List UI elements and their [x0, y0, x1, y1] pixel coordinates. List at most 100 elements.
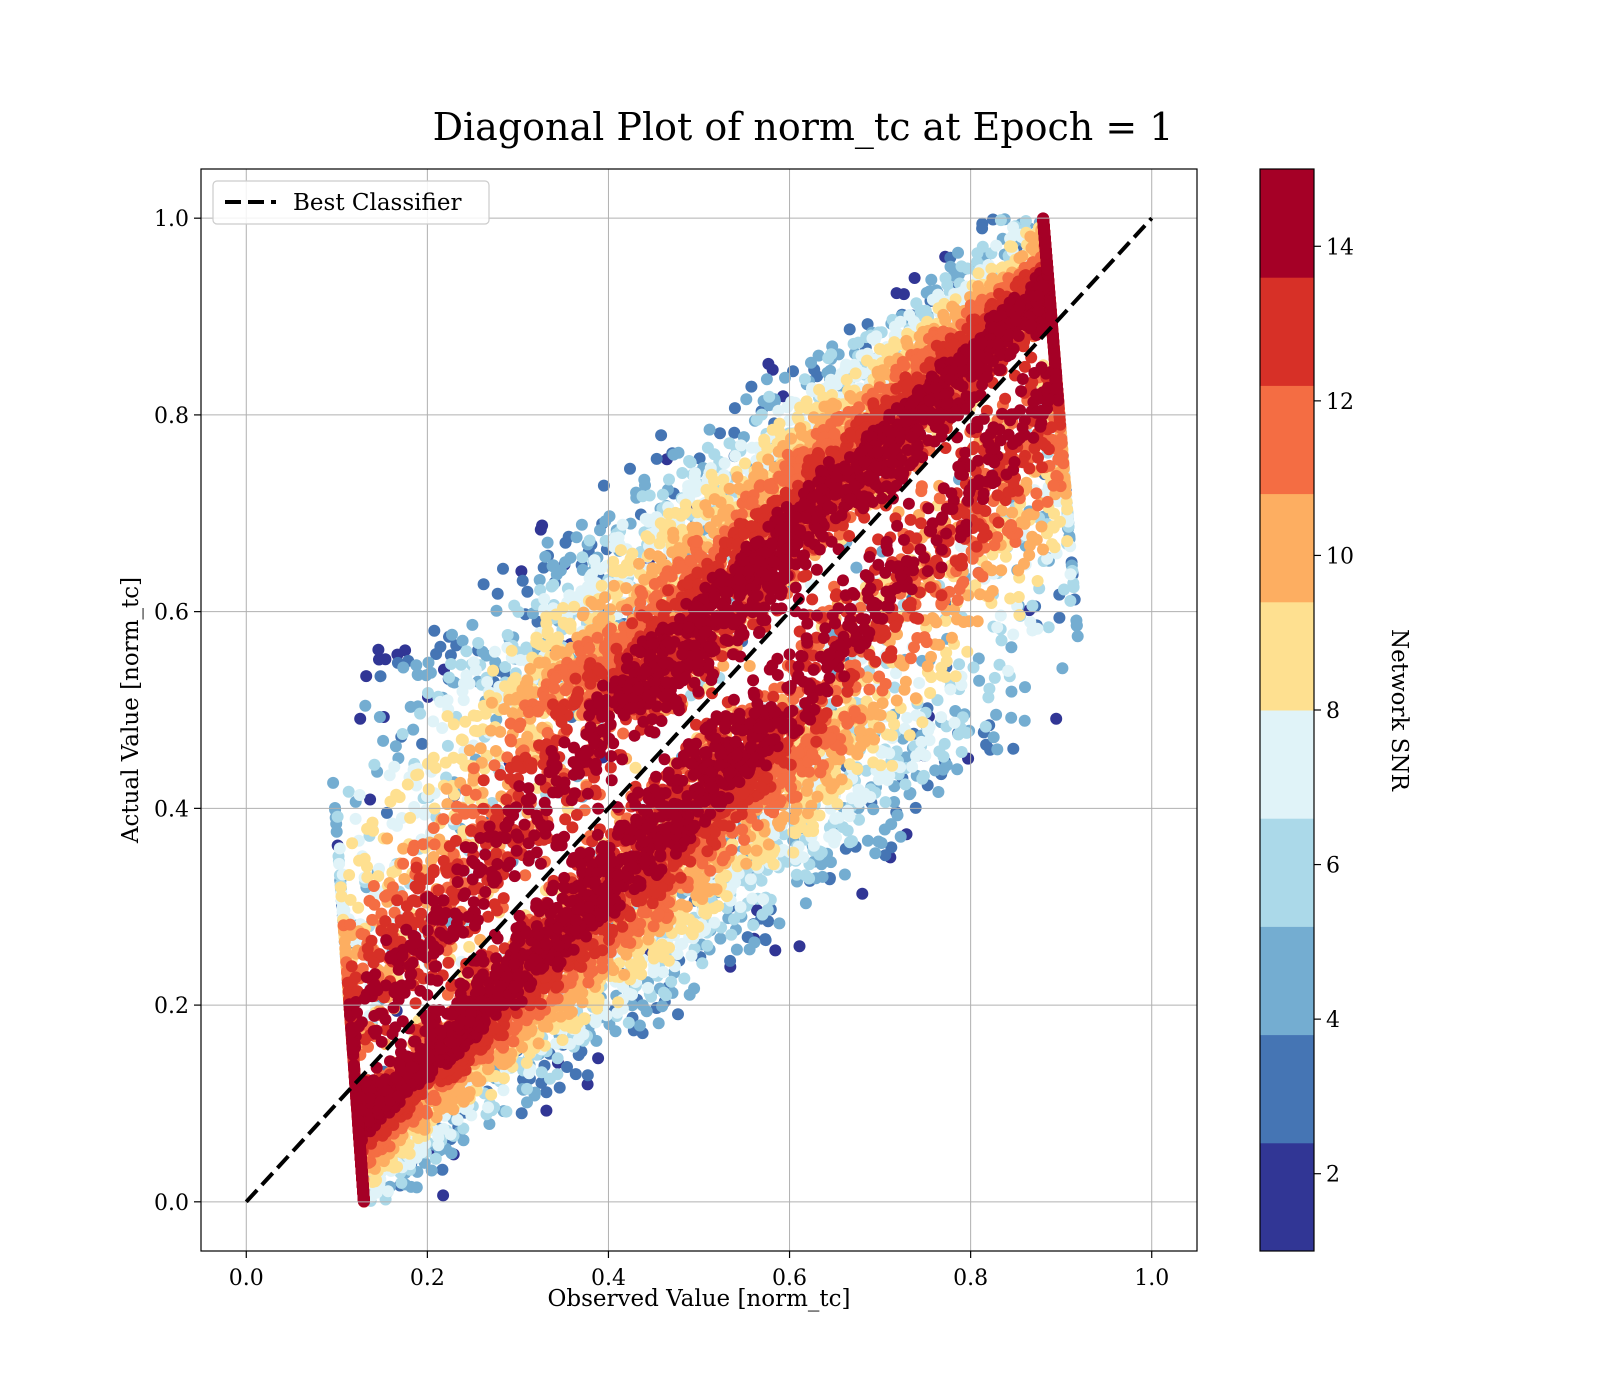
scatter-point: [564, 551, 577, 564]
scatter-point: [955, 746, 968, 758]
scatter-point: [497, 1084, 510, 1097]
scatter-point: [897, 288, 910, 301]
scatter-point: [894, 830, 907, 843]
scatter-point: [618, 968, 631, 981]
scatter-point: [1070, 619, 1083, 632]
scatter-point: [360, 670, 373, 683]
scatter-point: [427, 751, 440, 764]
scatter-point: [886, 759, 899, 772]
scatter-point: [1042, 621, 1055, 634]
scatter-point: [515, 1107, 528, 1120]
scatter-point: [570, 531, 583, 544]
scatter-point: [441, 739, 454, 752]
scatter-point: [885, 818, 898, 831]
scatter-point: [592, 1052, 605, 1065]
scatter-point: [925, 273, 938, 286]
scatter-point: [616, 518, 629, 531]
scatter-point: [714, 932, 727, 945]
scatter-point: [714, 427, 726, 440]
scatter-point: [835, 773, 848, 786]
scatter-point: [873, 721, 886, 734]
scatter-point: [932, 786, 945, 798]
scatter-point: [383, 769, 396, 782]
scatter-point: [790, 868, 803, 881]
scatter-point: [536, 519, 549, 532]
scatter-point: [864, 791, 877, 803]
scatter-point: [1064, 594, 1077, 607]
plot-area: [200, 168, 1198, 1252]
scatter-point: [915, 735, 928, 748]
scatter-point: [614, 544, 627, 557]
scatter-point: [611, 1006, 624, 1019]
scatter-point: [624, 462, 636, 475]
scatter-point: [639, 479, 651, 492]
scatter-point: [437, 1189, 450, 1202]
scatter-point: [1056, 662, 1069, 675]
scatter-point: [583, 572, 596, 584]
scatter-point: [718, 457, 731, 470]
scatter-point: [952, 246, 964, 259]
scatter-point: [720, 890, 733, 903]
scatter-point: [815, 858, 828, 871]
scatter-point: [526, 607, 539, 620]
scatter-point: [1048, 541, 1061, 554]
scatter-point: [688, 982, 701, 995]
scatter-point: [851, 763, 864, 775]
scatter-point: [972, 652, 985, 665]
scatter-point: [935, 669, 948, 682]
scatter-point: [647, 947, 660, 960]
scatter-point: [1005, 711, 1018, 724]
scatter-point: [1002, 664, 1015, 677]
scatter-point: [1005, 685, 1018, 698]
scatter-point: [410, 769, 423, 782]
scatter-point: [487, 664, 500, 677]
scatter-point: [422, 687, 434, 699]
scatter-point: [867, 803, 880, 816]
scatter-point: [626, 547, 639, 560]
scatter-point: [987, 731, 1000, 744]
scatter-point: [685, 949, 698, 962]
scatter-point: [521, 1082, 533, 1095]
scatter-point: [554, 564, 567, 577]
scatter-point: [485, 1088, 498, 1101]
scatter-point: [803, 872, 816, 885]
scatter-point: [841, 824, 854, 837]
scatter-point: [937, 308, 950, 321]
scatter-point: [472, 637, 485, 649]
scatter-point: [788, 826, 801, 839]
scatter-point: [443, 671, 455, 684]
scatter-point: [773, 917, 786, 930]
scatter-point: [477, 578, 490, 591]
scatter-point: [1071, 630, 1084, 643]
scatter-point: [729, 450, 742, 462]
scatter-point: [901, 711, 914, 724]
scatter-point: [581, 1069, 594, 1082]
scatter-point: [331, 810, 344, 823]
scatter-point: [655, 429, 668, 442]
scatter-point: [635, 958, 648, 971]
scatter-point: [903, 729, 916, 742]
scatter-point: [457, 1134, 470, 1147]
scatter-point: [667, 448, 680, 461]
scatter-point: [581, 1078, 594, 1091]
scatter-point: [879, 849, 892, 862]
scatter-point: [359, 699, 372, 712]
scatter-point: [451, 1113, 464, 1126]
scatter-point: [663, 473, 675, 486]
scatter-point: [482, 1101, 495, 1114]
scatter-point: [688, 471, 701, 484]
scatter-point: [500, 1105, 513, 1118]
scatter-point: [594, 563, 607, 575]
scatter-point: [460, 645, 473, 658]
scatter-point: [575, 518, 588, 531]
scatter-points: [327, 212, 1084, 1208]
scatter-point: [990, 708, 1003, 721]
scatter-point: [491, 587, 504, 600]
scatter-point: [763, 390, 776, 403]
scatter-point: [653, 537, 666, 550]
scatter-point: [640, 1005, 653, 1018]
scatter-point: [538, 593, 551, 605]
scatter-point: [678, 972, 691, 985]
scatter-point: [874, 759, 887, 772]
scatter-point: [414, 707, 427, 720]
